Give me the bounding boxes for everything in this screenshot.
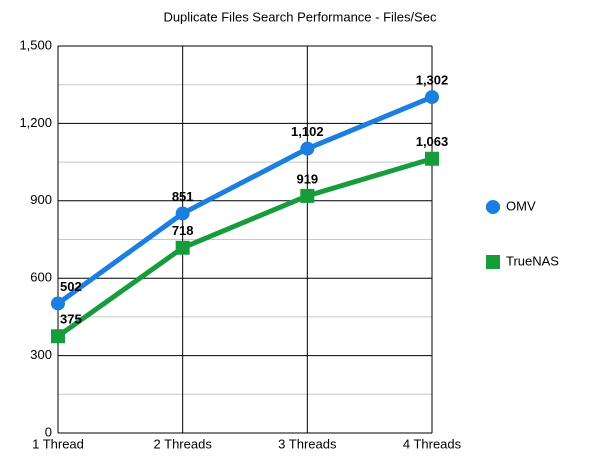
marker bbox=[175, 240, 190, 255]
data-label: 1,302 bbox=[416, 73, 449, 88]
marker bbox=[425, 151, 439, 166]
marker bbox=[300, 141, 315, 156]
y-tick-label: 0 bbox=[45, 424, 52, 439]
legend-label: OMV bbox=[506, 198, 536, 213]
x-tick-label: 2 Threads bbox=[154, 436, 213, 451]
y-tick-label: 300 bbox=[30, 347, 52, 362]
series-line bbox=[56, 156, 433, 339]
data-label: 919 bbox=[296, 171, 318, 186]
marker bbox=[51, 329, 65, 344]
y-tick-label: 600 bbox=[30, 270, 52, 285]
marker bbox=[425, 90, 439, 105]
x-tick-label: 3 Threads bbox=[278, 436, 337, 451]
y-tick-label: 1,200 bbox=[19, 115, 52, 130]
data-label: 1,063 bbox=[416, 134, 449, 149]
marker bbox=[300, 188, 315, 203]
series-line bbox=[56, 94, 433, 306]
data-label: 1,102 bbox=[291, 124, 324, 139]
data-label: 375 bbox=[60, 312, 82, 327]
marker bbox=[51, 296, 65, 311]
y-tick-label: 1,500 bbox=[19, 37, 52, 52]
marker bbox=[175, 206, 190, 221]
legend-label: TrueNAS bbox=[506, 253, 559, 268]
y-tick-label: 900 bbox=[30, 192, 52, 207]
marker bbox=[486, 255, 500, 269]
marker bbox=[486, 200, 500, 214]
x-tick-label: 4 Threads bbox=[403, 436, 462, 451]
x-tick-label: 1 Thread bbox=[32, 436, 84, 451]
data-label: 502 bbox=[60, 279, 82, 294]
data-label: 851 bbox=[172, 189, 194, 204]
chart-title: Duplicate Files Search Performance - Fil… bbox=[163, 9, 437, 24]
data-label: 718 bbox=[172, 223, 194, 238]
